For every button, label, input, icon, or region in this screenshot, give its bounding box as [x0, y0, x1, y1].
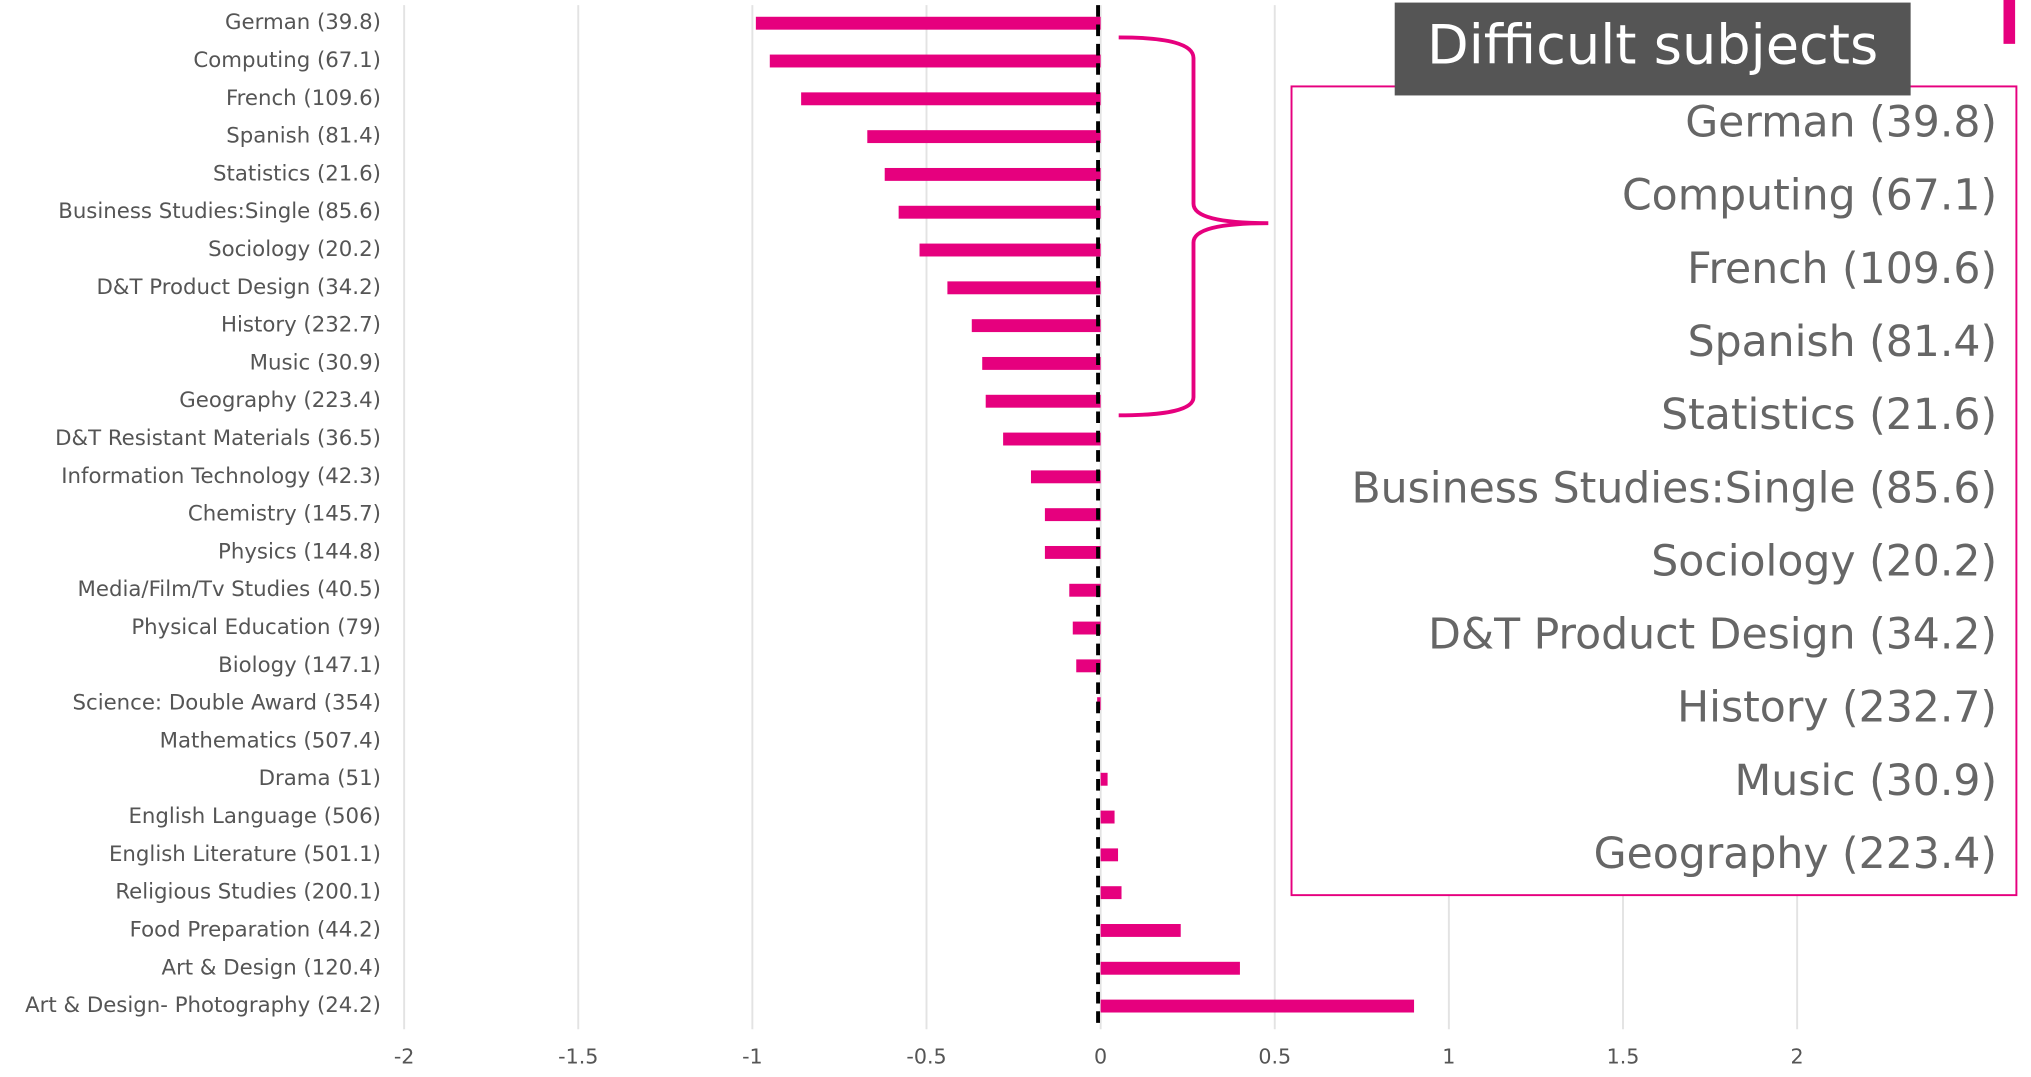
callout-item: Computing (67.1) [1622, 171, 1997, 221]
y-tick-label: Physical Education (79) [131, 615, 381, 640]
y-tick-label: Business Studies:Single (85.6) [58, 199, 381, 224]
y-tick-label: English Literature (501.1) [109, 842, 381, 867]
bar [801, 92, 1101, 106]
y-tick-label: D&T Resistant Materials (36.5) [55, 426, 381, 451]
x-tick-label: -0.5 [906, 1045, 946, 1069]
y-tick-label: French (109.6) [226, 86, 381, 111]
bar [1100, 924, 1181, 937]
callout-item: History (232.7) [1677, 683, 1997, 733]
bar [769, 54, 1101, 68]
callout-item: Music (30.9) [1735, 756, 1998, 806]
y-tick-label: English Language (506) [128, 804, 380, 829]
y-tick-label: History (232.7) [221, 313, 381, 338]
bar [1072, 621, 1101, 635]
bar [867, 130, 1101, 144]
y-tick-label: Chemistry (145.7) [188, 502, 381, 527]
x-tick-label: -1 [742, 1045, 763, 1069]
y-tick-label: Statistics (21.6) [213, 161, 381, 186]
bar [898, 205, 1101, 219]
callout-item: Business Studies:Single (85.6) [1351, 463, 1997, 513]
callout-item: D&T Product Design (34.2) [1428, 610, 1997, 660]
bar [1044, 545, 1101, 559]
y-tick-label: Sociology (20.2) [208, 237, 381, 262]
bar [1100, 999, 1415, 1013]
y-tick-label: German (39.8) [225, 10, 381, 35]
bar [755, 16, 1101, 30]
y-tick-label: Spanish (81.4) [226, 124, 381, 149]
bar [1100, 810, 1115, 824]
bar [919, 243, 1101, 257]
y-tick-label: Art & Design (120.4) [162, 955, 381, 980]
y-tick-label: Drama (51) [259, 766, 381, 791]
bar [985, 394, 1101, 408]
y-tick-label: D&T Product Design (34.2) [97, 275, 381, 300]
callout-title: Difficult subjects [1427, 14, 1878, 77]
bar [1076, 659, 1101, 673]
bar [947, 281, 1101, 295]
bar [884, 167, 1101, 181]
bar [1100, 886, 1122, 900]
y-tick-label: Media/Film/Tv Studies (40.5) [78, 577, 381, 602]
x-tick-label: -2 [394, 1045, 415, 1069]
y-tick-label: Physics (144.8) [218, 539, 381, 564]
callout-item: Geography (223.4) [1594, 829, 1997, 879]
y-tick-label: Mathematics (507.4) [160, 728, 381, 753]
y-tick-label: Food Preparation (44.2) [130, 917, 381, 942]
bar [1044, 508, 1101, 522]
x-tick-label: 1.5 [1607, 1045, 1640, 1069]
bar [1003, 432, 1101, 446]
y-tick-label: Information Technology (42.3) [61, 464, 381, 489]
y-tick-label: Biology (147.1) [218, 653, 381, 678]
bar [1069, 583, 1101, 597]
x-tick-label: -1.5 [558, 1045, 598, 1069]
y-tick-label: Computing (67.1) [193, 48, 380, 73]
callout-title-box [1394, 2, 1911, 96]
x-tick-label: 0.5 [1258, 1045, 1291, 1069]
y-tick-label: Art & Design- Photography (24.2) [25, 993, 381, 1018]
x-tick-label: 1 [1442, 1045, 1455, 1069]
y-tick-label: Geography (223.4) [179, 388, 381, 413]
callout-item: French (109.6) [1687, 244, 1997, 294]
callout-box [1290, 85, 2018, 897]
y-tick-label: Music (30.9) [250, 350, 381, 375]
y-tick-label: Science: Double Award (354) [73, 691, 381, 716]
bar [982, 356, 1101, 370]
bar [971, 319, 1101, 333]
y-tick-label: Religious Studies (200.1) [115, 880, 381, 905]
brace [1118, 35, 1269, 418]
callout-item: Statistics (21.6) [1661, 390, 1997, 440]
callout-item: Sociology (20.2) [1651, 536, 1997, 586]
bar [1100, 772, 1108, 786]
bar [1100, 848, 1119, 862]
corner-marker [2003, 0, 2016, 44]
x-tick-label: 0 [1094, 1045, 1107, 1069]
bar [1100, 961, 1240, 975]
bar [1030, 470, 1101, 484]
callout-list: German (39.8) Computing (67.1) French (109… [1351, 98, 1997, 879]
callout-item: German (39.8) [1685, 98, 1997, 148]
x-tick-label: 2 [1791, 1045, 1804, 1069]
callout-item: Spanish (81.4) [1688, 317, 1997, 367]
bars: German (39.8) Computing (67.1) French (109… [25, 10, 1415, 1018]
